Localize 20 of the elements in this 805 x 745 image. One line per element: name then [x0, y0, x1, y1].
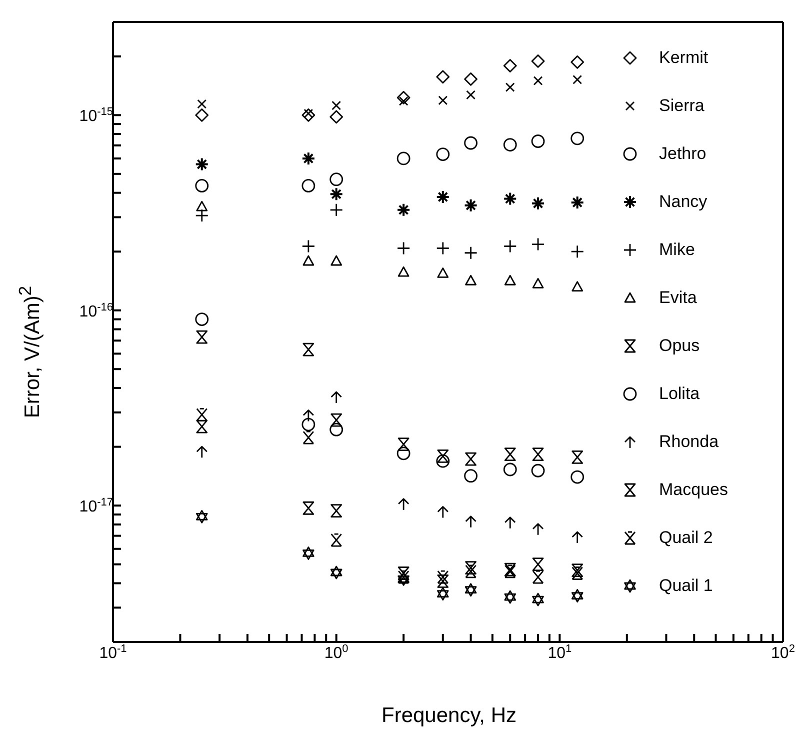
- legend-label: Kermit: [659, 48, 708, 68]
- legend-label: Rhonda: [659, 432, 719, 452]
- legend-label: Macques: [659, 480, 728, 500]
- y-tick-label: 10$^{-17}$: [79, 496, 113, 516]
- y-tick-label: 10$^{-15}$: [79, 106, 113, 126]
- legend-label: Jethro: [659, 144, 706, 164]
- x-axis-title: Frequency, Hz: [380, 704, 518, 728]
- legend-label: Sierra: [659, 96, 704, 116]
- x-tick-label: 10$^{2}$: [771, 643, 795, 662]
- y-tick-label: 10$^{-16}$: [79, 301, 113, 320]
- legend-label: Quail 2: [659, 528, 713, 548]
- legend-label: Mike: [659, 240, 695, 260]
- x-tick-label: 10$^{-1}$: [99, 643, 127, 662]
- legend-label: Lolita: [659, 384, 700, 404]
- x-tick-label: 10$^{1}$: [548, 643, 572, 662]
- legend-label: Opus: [659, 336, 700, 356]
- x-tick-label: 10$^{0}$: [324, 643, 348, 662]
- legend-label: Evita: [659, 288, 697, 308]
- legend-label: Quail 1: [659, 576, 713, 596]
- legend-label: Nancy: [659, 192, 708, 212]
